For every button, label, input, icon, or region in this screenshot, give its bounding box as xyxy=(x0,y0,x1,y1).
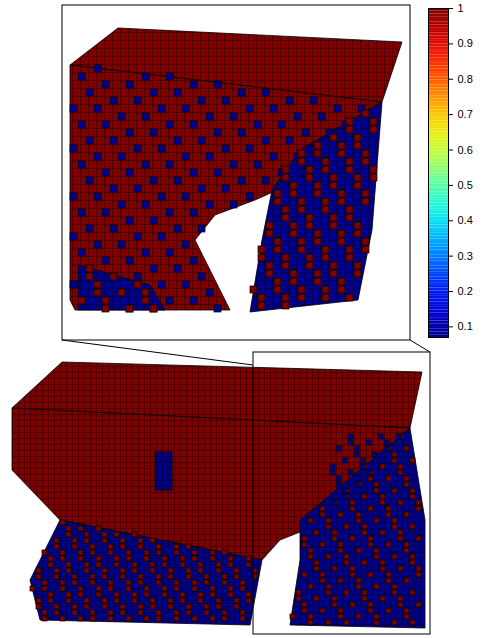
svg-text:0.5: 0.5 xyxy=(458,179,473,191)
svg-text:0.7: 0.7 xyxy=(458,108,473,120)
svg-text:1: 1 xyxy=(458,2,464,14)
svg-text:0.2: 0.2 xyxy=(458,285,473,297)
svg-text:0.8: 0.8 xyxy=(458,73,473,85)
svg-text:0.9: 0.9 xyxy=(458,37,473,49)
svg-text:0.6: 0.6 xyxy=(458,144,473,156)
svg-text:0.4: 0.4 xyxy=(458,214,473,226)
svg-text:0.3: 0.3 xyxy=(458,250,473,262)
svg-text:0.1: 0.1 xyxy=(458,320,473,332)
